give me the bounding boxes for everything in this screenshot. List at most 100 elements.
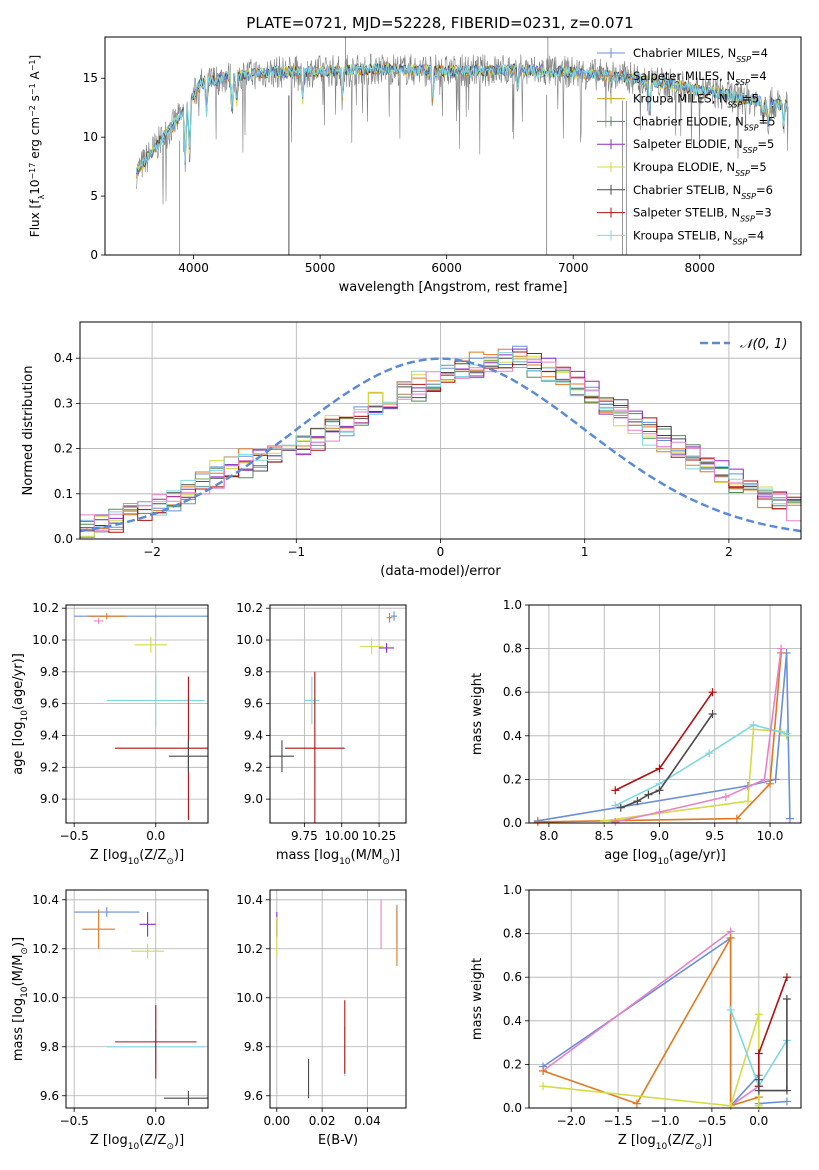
y-tick-label: 9.4	[40, 728, 59, 742]
y-tick-label: 10.0	[236, 633, 263, 647]
age-vs-metallicity-panel: −0.5 0.09.09.29.49.69.810.010.2Z [log10(Z…	[11, 601, 209, 867]
x-axis-label: (data-model)/error	[380, 564, 501, 579]
x-tick-label: 10.0	[757, 829, 784, 843]
label-part: ⊙	[382, 857, 390, 867]
y-axis-label: mass weight	[470, 673, 485, 755]
mass-weight-line	[542, 936, 787, 1108]
label-part: 10	[20, 986, 30, 998]
label-part: )]	[174, 848, 184, 863]
y-tick-label: 9.6	[244, 697, 263, 711]
x-tick-label: 8.0	[539, 829, 558, 843]
legend-label-sub: SSP	[740, 214, 755, 223]
y-tick-label: 10	[83, 130, 98, 144]
label-part: 10	[20, 710, 30, 722]
label-part: (age/yr)]	[669, 848, 726, 863]
y-tick-label: 0.2	[503, 1057, 522, 1071]
legend-label-sub: SSP	[735, 169, 750, 178]
legend-label-main: Salpeter STELIB, N	[633, 206, 740, 220]
x-tick-label: 0.0	[146, 1114, 165, 1128]
axes-frame	[528, 604, 802, 824]
mass-weight-line	[758, 999, 788, 1092]
label-part: mass [log	[276, 848, 339, 863]
y-tick-label: 10.2	[236, 601, 263, 615]
legend-label-suffix: =6	[756, 183, 773, 197]
label-part: λ	[37, 195, 46, 200]
x-tick-label: 0.00	[263, 1114, 290, 1128]
label-part: ⊙	[166, 857, 174, 867]
y-tick-label: 9.2	[40, 760, 59, 774]
legend-label-main: Salpeter ELODIE, N	[633, 137, 743, 151]
y-axis-label: mass [log10(M/M⊙)]	[11, 937, 30, 1061]
label-part: 10	[28, 180, 42, 195]
mass-weight-line	[758, 976, 788, 1087]
y-tick-label: 0.2	[503, 772, 522, 786]
y-tick-label: 1.0	[503, 883, 522, 897]
label-part: (Z/Z	[667, 1133, 694, 1148]
y-tick-label: 10.4	[236, 893, 263, 907]
legend-label-main: Chabrier MILES, N	[633, 46, 736, 60]
label-part: ⊙	[20, 947, 30, 955]
y-tick-label: 15	[83, 71, 98, 85]
label-part: −17	[28, 163, 37, 180]
legend-label-suffix: =5	[759, 114, 776, 128]
y-tick-label: 10.0	[236, 991, 263, 1005]
label-part: 10	[128, 857, 140, 867]
y-tick-label: 10.2	[236, 942, 263, 956]
label-part: −2	[28, 105, 37, 117]
legend-label: Chabrier ELODIE, NSSP=5	[633, 114, 775, 131]
legend-label-sub: SSP	[743, 146, 758, 155]
y-tick-label: 9.4	[244, 728, 263, 742]
legend-label-main: Chabrier ELODIE, N	[633, 114, 744, 128]
y-tick-label: 0	[90, 248, 98, 262]
y-tick-label: 0.8	[503, 927, 522, 941]
x-tick-label: 5000	[305, 261, 336, 275]
label-part: 10	[128, 1142, 140, 1152]
y-tick-label: 1.0	[503, 598, 522, 612]
legend-label-suffix: =3	[755, 206, 772, 220]
legend-label: Chabrier MILES, NSSP=4	[633, 46, 768, 64]
label-part: −1	[28, 59, 37, 71]
legend-label-main: Chabrier STELIB, N	[633, 183, 741, 197]
axes-frame	[79, 321, 802, 540]
x-tick-label: 8.5	[595, 829, 614, 843]
gaussian-curve	[79, 357, 802, 533]
label-part: 10	[657, 857, 669, 867]
label-part: )]	[702, 1133, 712, 1148]
mass-weight-line	[614, 691, 714, 792]
mass-weight-vs-age-panel: 8.0 8.5 9.0 9.5 10.0 0.0 0.2 0.4 0.6 0.8 1.0 age [l…	[470, 598, 802, 867]
spectrum-line	[136, 63, 789, 176]
y-tick-label: 9.6	[244, 1089, 263, 1103]
x-axis-label: E(B-V)	[318, 1133, 358, 1148]
label-part: ⊙	[694, 1142, 702, 1152]
x-tick-label: 9.0	[650, 829, 669, 843]
y-tick-label: 0.0	[503, 816, 522, 830]
y-tick-label: 9.8	[244, 665, 263, 679]
label-part: ]	[28, 55, 42, 60]
legend-label-sub: SSP	[741, 191, 756, 200]
label-part: (Z/Z	[139, 1133, 166, 1148]
axes-frame	[528, 889, 802, 1109]
legend-label: Salpeter MILES, NSSP=4	[633, 69, 767, 87]
legend-label: Salpeter STELIB, NSSP=3	[633, 206, 772, 224]
label-part: age [log	[604, 848, 657, 863]
legend-label-suffix: =4	[747, 228, 764, 242]
y-tick-label: 0.6	[503, 970, 522, 984]
x-tick-label: 0.04	[354, 1114, 381, 1128]
x-tick-label: 7000	[558, 261, 589, 275]
axes-frame	[65, 604, 209, 824]
y-axis-label: Normed distribution	[21, 366, 36, 496]
label-part: )]	[390, 848, 400, 863]
label-part: 10	[339, 857, 351, 867]
y-axis-label: Flux [fλ10−17 erg cm−2 s−1 A−1]	[28, 55, 46, 237]
label-part: Z [log	[90, 1133, 128, 1148]
y-tick-label: 9.2	[244, 760, 263, 774]
y-tick-label: 0.0	[54, 532, 73, 546]
y-tick-label: 9.6	[40, 697, 59, 711]
x-tick-label: −0.5	[697, 1114, 726, 1128]
y-tick-label: 0.3	[54, 396, 73, 410]
y-tick-label: 5	[90, 189, 98, 203]
label-part: Z [log	[618, 1133, 656, 1148]
x-axis-label: wavelength [Angstrom, rest frame]	[339, 280, 568, 295]
mass-weight-line	[543, 1014, 760, 1107]
